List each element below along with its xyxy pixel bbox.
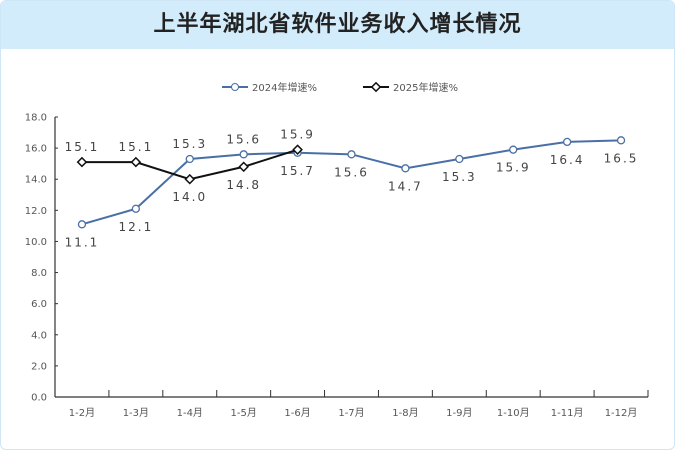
data-point (77, 220, 87, 229)
data-label: 15.7 (280, 164, 315, 178)
data-point (401, 164, 410, 173)
data-point (347, 150, 356, 159)
data-label: 14.7 (388, 179, 423, 193)
y-tick-label: 6.0 (31, 299, 47, 310)
y-tick-label: 4.0 (31, 330, 47, 341)
data-point (131, 204, 141, 213)
data-point (184, 173, 196, 185)
x-tick-label: 1-7月 (338, 407, 364, 419)
x-tick-label: 1-10月 (497, 407, 530, 419)
data-label: 12.1 (119, 220, 154, 234)
data-point (455, 154, 464, 164)
data-point (616, 136, 626, 145)
data-point (562, 137, 572, 147)
y-tick-label: 14.0 (25, 175, 47, 186)
y-tick-label: 16.0 (25, 144, 47, 155)
x-tick-label: 1-5月 (231, 407, 257, 419)
x-tick-label: 1-9月 (446, 407, 472, 419)
data-label: 15.6 (334, 165, 369, 179)
data-label: 16.5 (604, 151, 639, 165)
data-point (185, 154, 194, 164)
y-tick-label: 8.0 (31, 268, 47, 279)
data-label: 15.6 (226, 132, 261, 146)
data-point (76, 156, 88, 168)
data-label: 14.8 (226, 178, 261, 192)
x-tick-label: 1-4月 (177, 407, 203, 419)
data-label: 15.3 (442, 170, 477, 184)
x-tick-label: 1-6月 (284, 407, 310, 419)
data-label: 15.1 (65, 140, 100, 154)
chart-title: 上半年湖北省软件业务收入增长情况 (1, 1, 674, 49)
legend-label: 2024年增速% (252, 81, 317, 94)
x-tick-label: 1-3月 (123, 407, 149, 419)
data-point (130, 156, 142, 168)
data-label: 15.9 (496, 161, 531, 175)
data-label: 15.1 (119, 140, 154, 154)
x-tick-label: 1-2月 (69, 407, 95, 419)
x-tick-label: 1-8月 (392, 407, 418, 419)
y-tick-label: 2.0 (31, 361, 47, 372)
data-label: 16.4 (550, 153, 585, 167)
data-point (238, 161, 249, 173)
y-tick-label: 18.0 (25, 113, 47, 124)
data-label: 14.0 (172, 190, 207, 204)
data-label: 15.9 (280, 128, 315, 142)
y-tick-label: 12.0 (25, 206, 47, 217)
legend-marker (231, 83, 239, 91)
data-point (239, 150, 248, 159)
y-tick-label: 0.0 (31, 393, 47, 404)
legend-marker (370, 81, 382, 93)
y-tick-label: 10.0 (25, 237, 47, 248)
legend-label: 2025年增速% (393, 81, 458, 94)
data-label: 15.3 (172, 137, 207, 151)
x-tick-label: 1-11月 (551, 407, 584, 419)
data-label: 11.1 (65, 235, 100, 249)
data-point (509, 145, 518, 154)
data-point (292, 144, 303, 155)
x-tick-label: 1-12月 (605, 407, 638, 419)
